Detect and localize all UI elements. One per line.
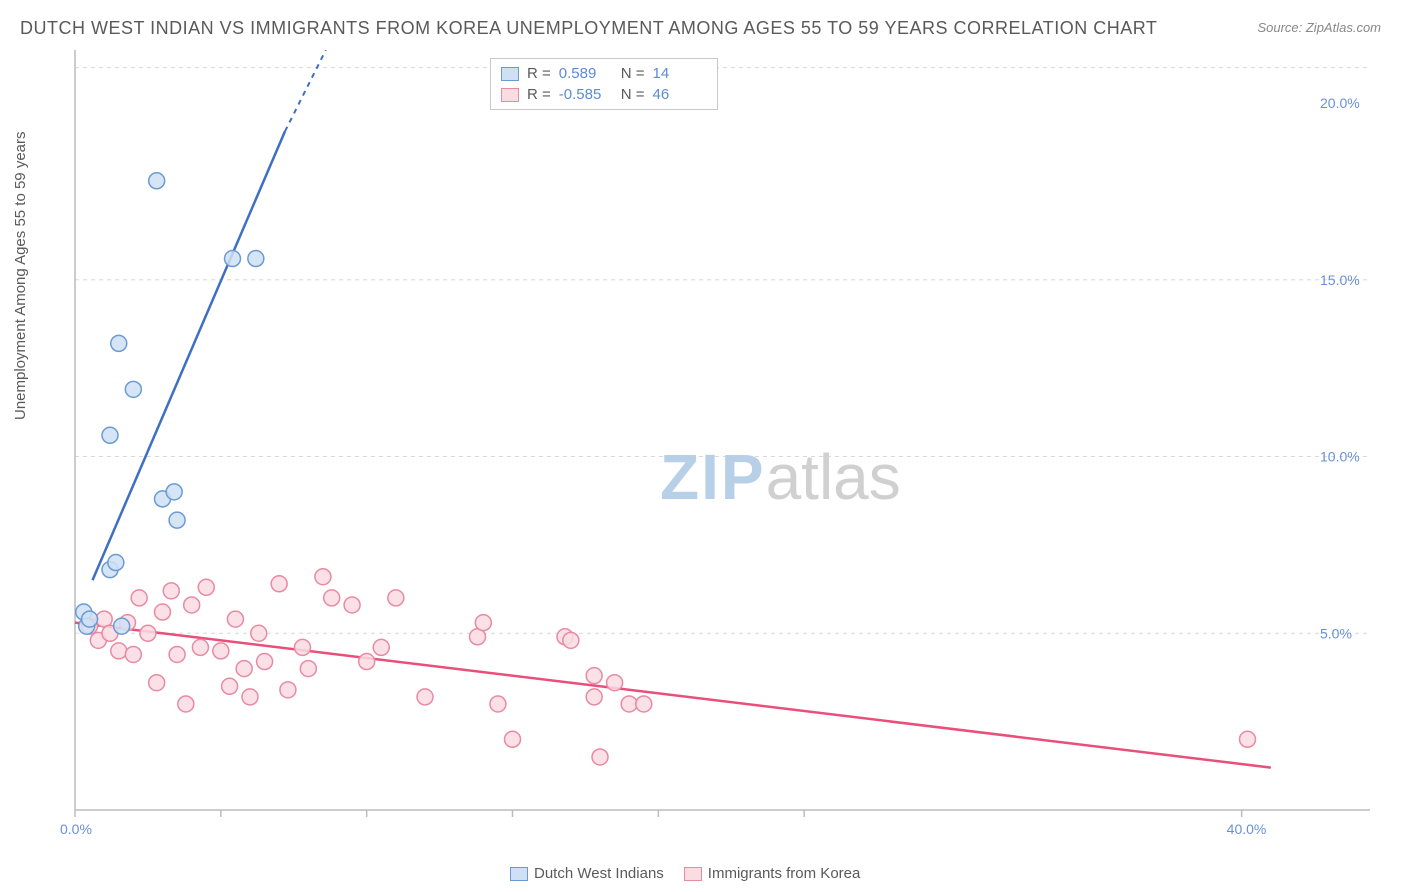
svg-text:40.0%: 40.0% bbox=[1227, 821, 1267, 837]
blue-swatch-icon bbox=[510, 867, 528, 881]
blue-n-value: 14 bbox=[653, 65, 707, 82]
r-label: R = bbox=[527, 86, 551, 103]
blue-swatch-icon bbox=[501, 67, 519, 81]
svg-text:5.0%: 5.0% bbox=[1320, 625, 1352, 641]
chart-area: 5.0% 10.0% 15.0% 20.0% 0.0% 40.0% bbox=[60, 50, 1370, 840]
pink-n-value: 46 bbox=[653, 86, 707, 103]
r-label: R = bbox=[527, 65, 551, 82]
legend-row-blue: R = 0.589 N = 14 bbox=[501, 63, 707, 84]
pink-swatch-icon bbox=[684, 867, 702, 881]
source-attribution: Source: ZipAtlas.com bbox=[1257, 20, 1381, 35]
pink-swatch-icon bbox=[501, 88, 519, 102]
series-legend: Dutch West Indians Immigrants from Korea bbox=[510, 865, 860, 882]
svg-text:0.0%: 0.0% bbox=[60, 821, 92, 837]
chart-title: DUTCH WEST INDIAN VS IMMIGRANTS FROM KOR… bbox=[20, 18, 1157, 39]
n-label: N = bbox=[621, 86, 645, 103]
correlation-legend: R = 0.589 N = 14 R = -0.585 N = 46 bbox=[490, 58, 718, 110]
blue-series-label: Dutch West Indians bbox=[534, 865, 664, 882]
svg-text:15.0%: 15.0% bbox=[1320, 272, 1360, 288]
n-label: N = bbox=[621, 65, 645, 82]
svg-text:10.0%: 10.0% bbox=[1320, 449, 1360, 465]
svg-text:20.0%: 20.0% bbox=[1320, 95, 1360, 111]
legend-item-blue: Dutch West Indians bbox=[510, 865, 664, 882]
legend-item-pink: Immigrants from Korea bbox=[684, 865, 861, 882]
blue-r-value: 0.589 bbox=[559, 65, 613, 82]
pink-series-label: Immigrants from Korea bbox=[708, 865, 861, 882]
scatter-plot: 5.0% 10.0% 15.0% 20.0% 0.0% 40.0% bbox=[60, 50, 1370, 840]
pink-r-value: -0.585 bbox=[559, 86, 613, 103]
y-axis-label: Unemployment Among Ages 55 to 59 years bbox=[12, 131, 29, 420]
legend-row-pink: R = -0.585 N = 46 bbox=[501, 84, 707, 105]
